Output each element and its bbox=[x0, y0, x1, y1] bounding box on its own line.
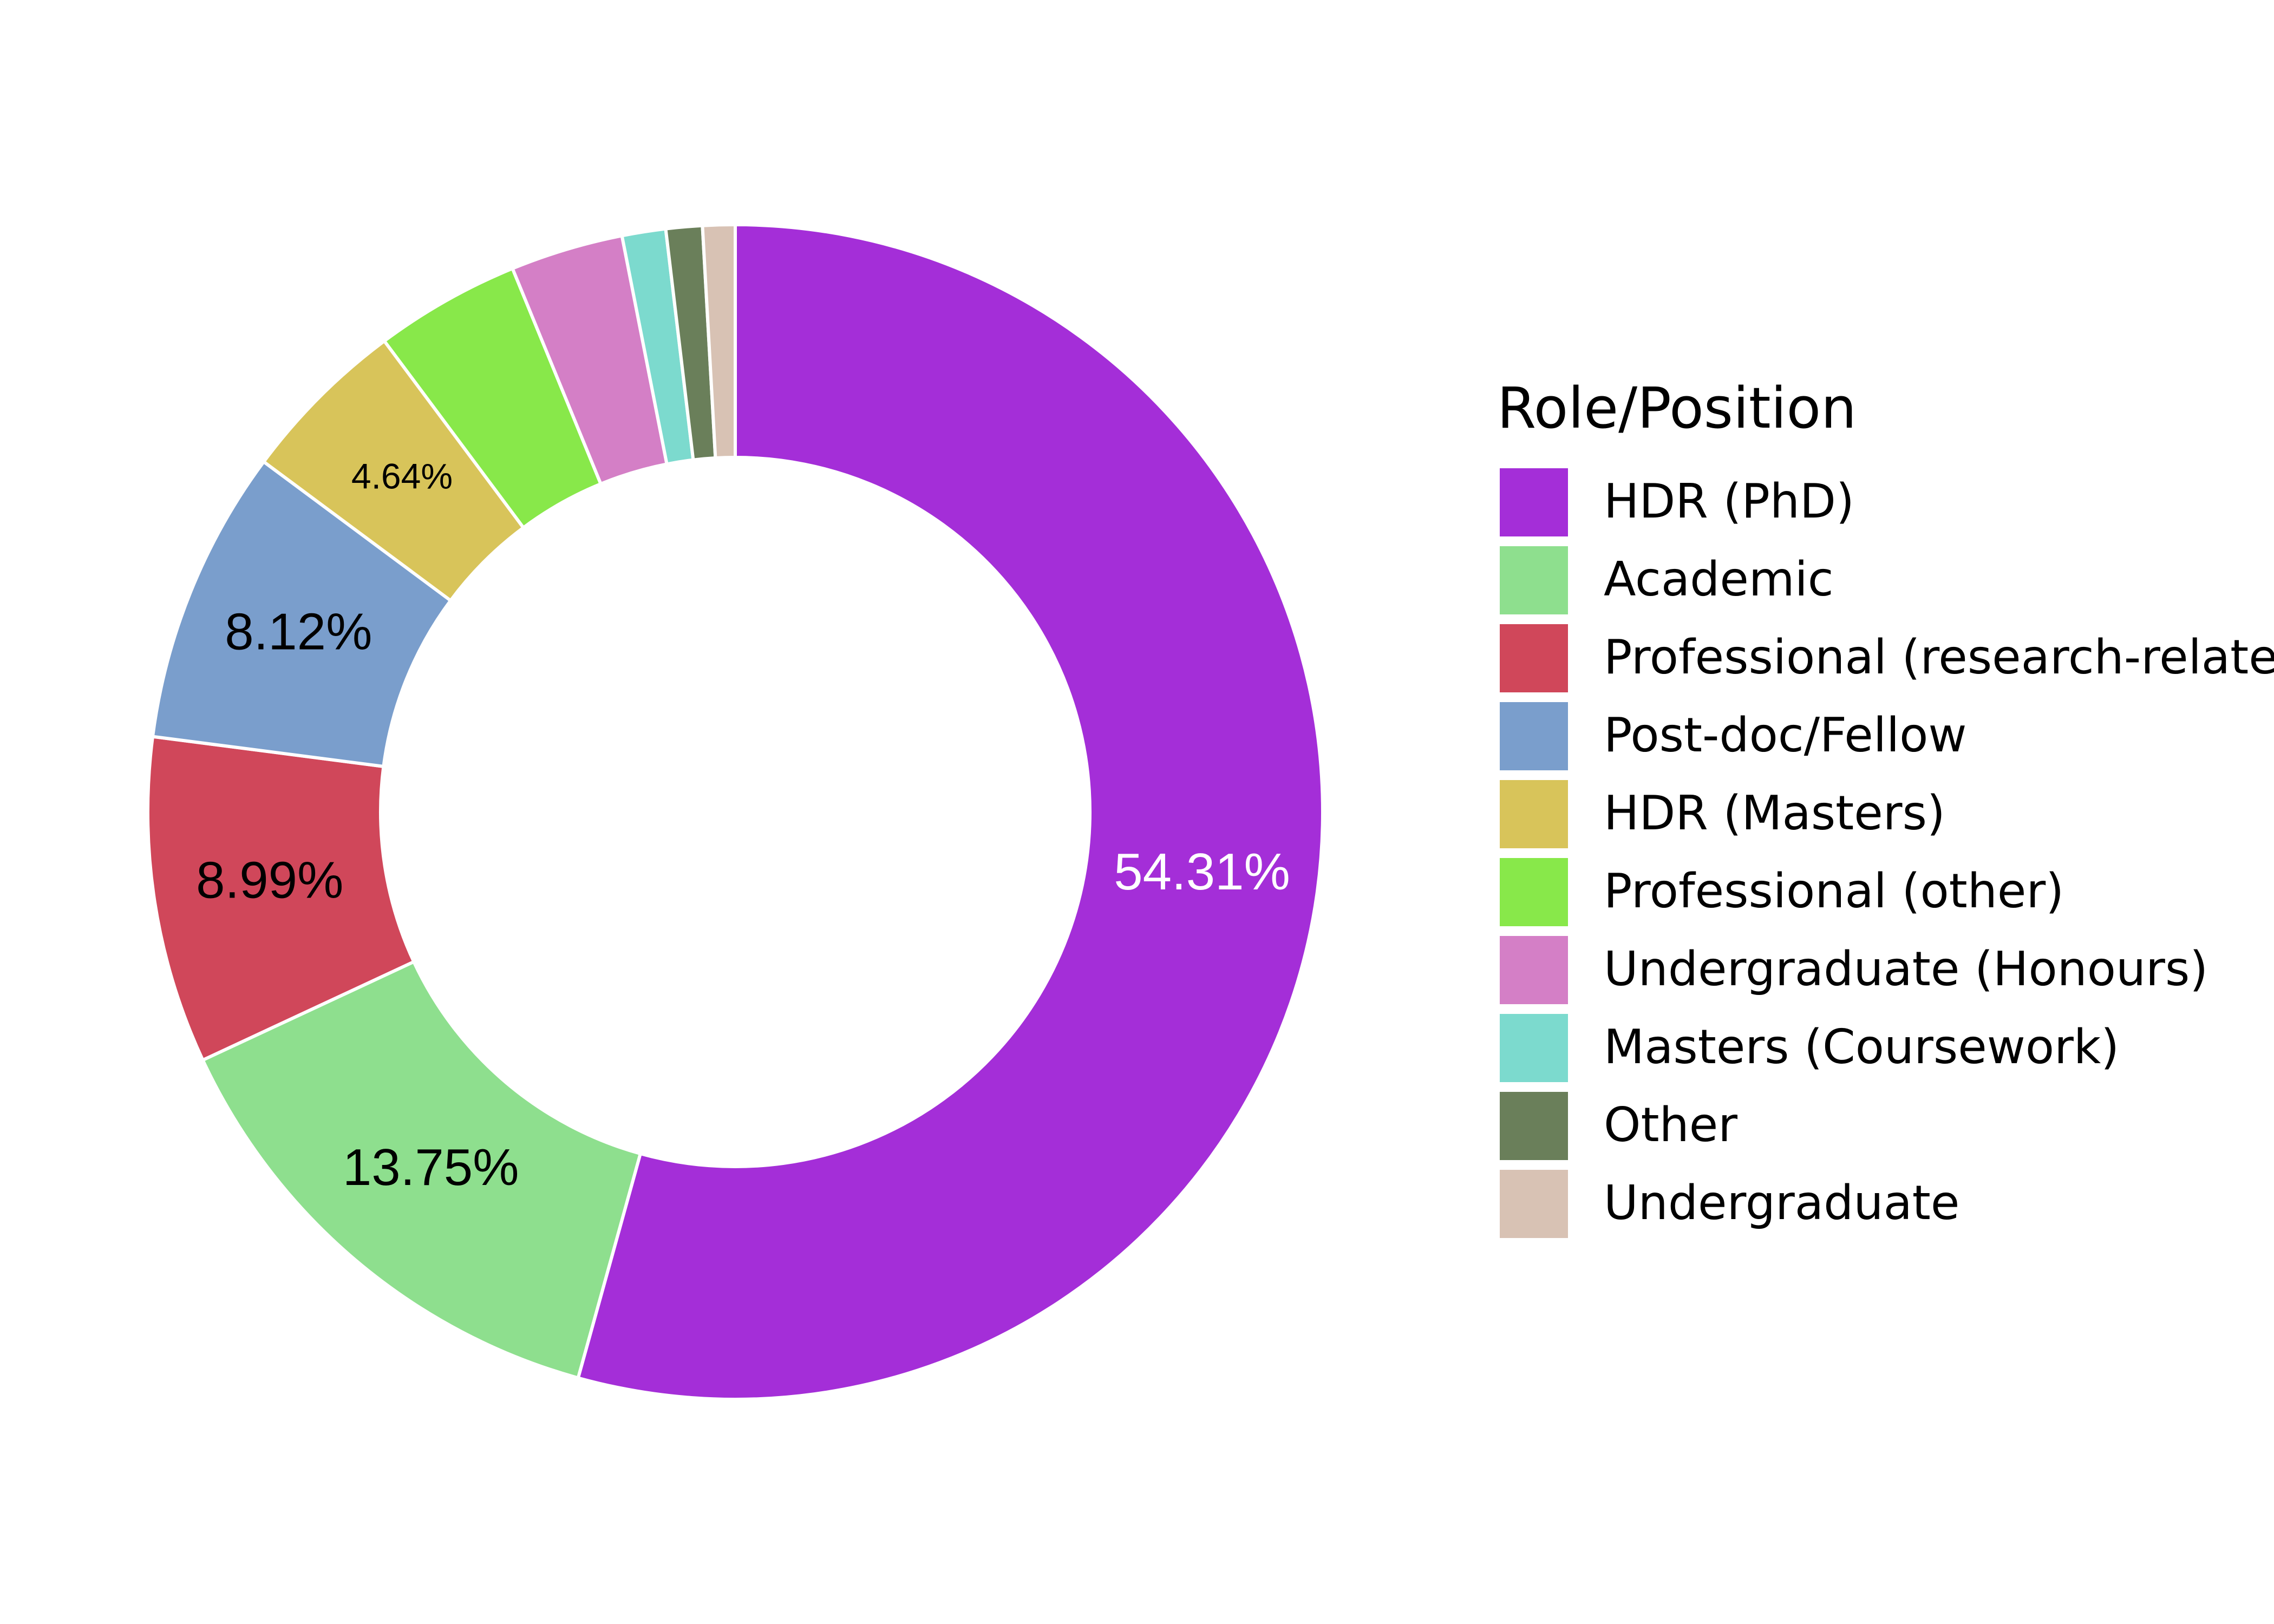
legend-key-6 bbox=[1500, 858, 1568, 926]
donut-slice-3 bbox=[146, 735, 416, 1063]
legend-key-1 bbox=[1500, 468, 1568, 536]
legend-key-4 bbox=[1500, 702, 1568, 770]
legend: Role/Position HDR (PhD) Academic Professio… bbox=[1497, 375, 2274, 1238]
legend-label-3: Professional (research-related) bbox=[1604, 630, 2274, 685]
slice-data-label-4: 8.12% bbox=[225, 603, 372, 661]
slice-data-label-1: 54.31% bbox=[1114, 843, 1290, 901]
legend-label-8: Masters (Coursework) bbox=[1604, 1019, 2119, 1075]
legend-label-2: Academic bbox=[1604, 552, 1834, 607]
legend-label-10: Undergraduate bbox=[1604, 1175, 1959, 1230]
donut-slice-4 bbox=[151, 459, 453, 769]
legend-key-5 bbox=[1500, 780, 1568, 848]
legend-label-1: HDR (PhD) bbox=[1604, 474, 1854, 529]
slice-data-label-3: 8.99% bbox=[196, 851, 343, 909]
legend-key-8 bbox=[1500, 1014, 1568, 1082]
slice-data-labels: 54.31% 13.75% 8.99% 8.12% 4.64% bbox=[196, 456, 1290, 1197]
legend-key-7 bbox=[1500, 936, 1568, 1004]
donut-slice-1 bbox=[576, 222, 1324, 1401]
legend-label-9: Other bbox=[1604, 1097, 1737, 1152]
legend-label-7: Undergraduate (Honours) bbox=[1604, 941, 2208, 997]
slice-data-label-5: 4.64% bbox=[351, 456, 453, 496]
legend-key-9 bbox=[1500, 1092, 1568, 1160]
legend-key-2 bbox=[1500, 546, 1568, 614]
donut-slice-2 bbox=[200, 959, 643, 1380]
donut-slice-10 bbox=[701, 222, 737, 460]
legend-key-10 bbox=[1500, 1170, 1568, 1238]
slice-data-label-2: 13.75% bbox=[343, 1138, 519, 1196]
legend-label-5: HDR (Masters) bbox=[1604, 785, 1945, 841]
legend-title: Role/Position bbox=[1497, 375, 1857, 441]
legend-label-4: Post-doc/Fellow bbox=[1604, 708, 1967, 763]
donut-slices bbox=[146, 222, 1324, 1401]
legend-label-6: Professional (other) bbox=[1604, 863, 2064, 919]
legend-key-3 bbox=[1500, 624, 1568, 692]
